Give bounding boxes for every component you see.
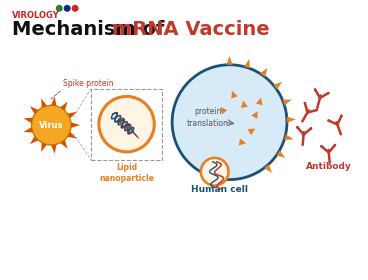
Circle shape — [304, 102, 306, 104]
FancyBboxPatch shape — [91, 88, 162, 160]
Polygon shape — [284, 134, 294, 140]
Text: Human cell: Human cell — [191, 185, 248, 193]
Text: Spike protein: Spike protein — [63, 78, 114, 88]
Polygon shape — [241, 101, 248, 108]
Circle shape — [327, 119, 330, 122]
Polygon shape — [231, 91, 238, 99]
Text: Antibody: Antibody — [306, 162, 351, 171]
Polygon shape — [24, 127, 33, 132]
Text: Mechanism of: Mechanism of — [12, 20, 171, 39]
Circle shape — [310, 127, 312, 130]
Polygon shape — [251, 111, 258, 119]
Circle shape — [172, 65, 287, 179]
Circle shape — [320, 145, 323, 148]
Circle shape — [64, 6, 70, 11]
Polygon shape — [24, 118, 33, 123]
Circle shape — [334, 144, 336, 146]
Circle shape — [314, 88, 316, 91]
Polygon shape — [30, 106, 38, 114]
Circle shape — [340, 115, 343, 117]
Polygon shape — [51, 144, 56, 154]
Polygon shape — [41, 143, 47, 152]
Circle shape — [201, 158, 229, 186]
Circle shape — [56, 6, 62, 11]
Polygon shape — [227, 56, 233, 65]
Text: Virus: Virus — [39, 121, 64, 130]
Polygon shape — [60, 140, 68, 149]
Circle shape — [32, 105, 71, 145]
Circle shape — [72, 6, 78, 11]
Polygon shape — [51, 97, 56, 106]
Polygon shape — [41, 98, 47, 108]
Polygon shape — [68, 112, 77, 118]
Polygon shape — [276, 151, 286, 158]
Polygon shape — [264, 164, 272, 173]
Polygon shape — [248, 129, 255, 135]
Polygon shape — [287, 117, 296, 123]
Text: Lipid
nanoparticle: Lipid nanoparticle — [99, 163, 154, 183]
Polygon shape — [30, 136, 38, 144]
Circle shape — [315, 109, 318, 111]
Polygon shape — [220, 107, 227, 115]
Polygon shape — [260, 68, 268, 77]
Circle shape — [327, 92, 330, 94]
Polygon shape — [256, 98, 263, 105]
Polygon shape — [68, 132, 77, 139]
Polygon shape — [71, 122, 80, 128]
Circle shape — [99, 96, 154, 152]
Polygon shape — [244, 59, 250, 68]
Polygon shape — [273, 82, 282, 90]
Circle shape — [296, 126, 299, 129]
Text: VIROLOGY: VIROLOGY — [12, 11, 60, 20]
Text: protein
translation: protein translation — [187, 107, 229, 128]
Polygon shape — [60, 102, 68, 110]
Text: mRNA Vaccine: mRNA Vaccine — [112, 20, 269, 39]
Polygon shape — [283, 99, 292, 105]
Polygon shape — [239, 139, 246, 145]
